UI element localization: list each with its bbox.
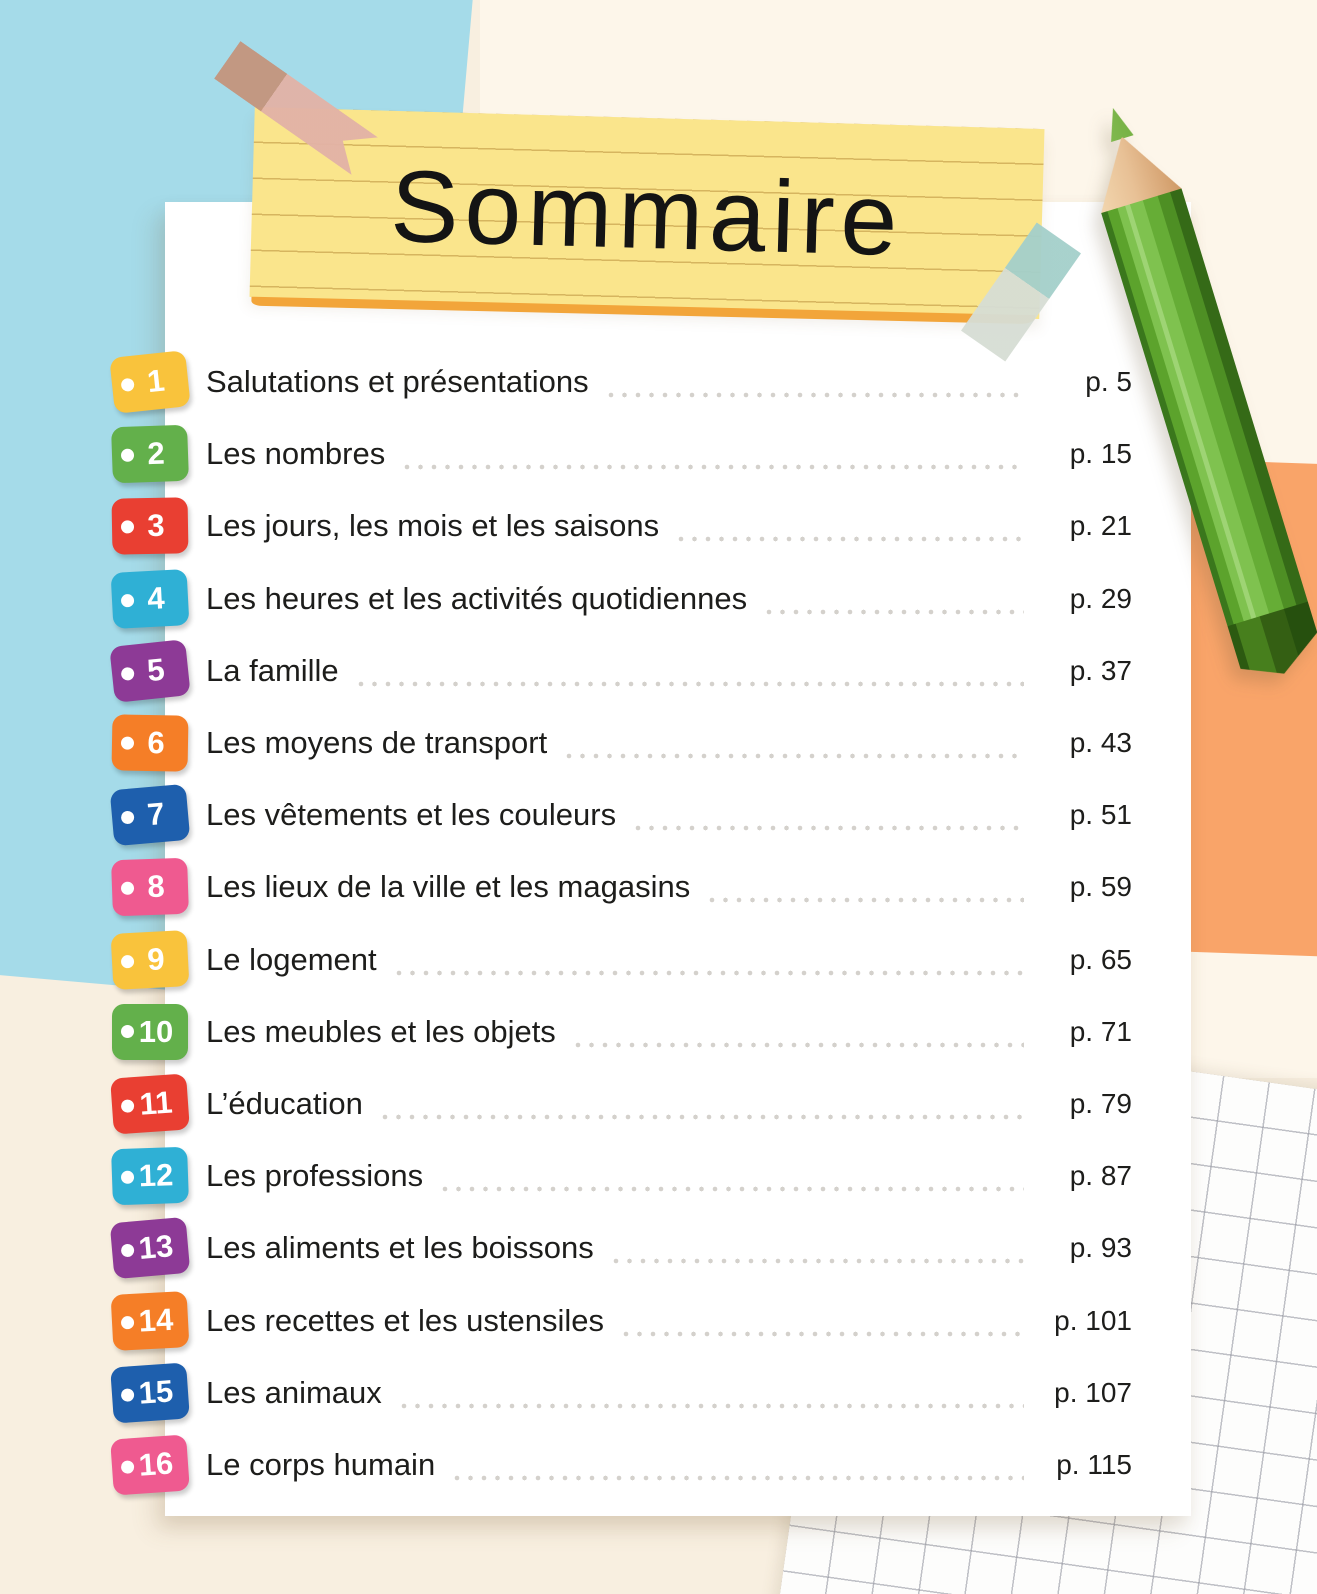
toc-entry[interactable]: 16 Le corps humain p. 115 (110, 1429, 1132, 1501)
toc-entry[interactable]: 11 L’éducation p. 79 (110, 1068, 1132, 1140)
badge-dot-icon (121, 1025, 134, 1039)
chapter-number-badge: 7 (109, 784, 191, 847)
chapter-title: Les meubles et les objets (206, 1013, 556, 1049)
chapter-title: L’éducation (206, 1085, 363, 1121)
title-paper: Sommaire (249, 107, 1045, 319)
page-title: Sommaire (389, 148, 905, 277)
chapter-number-badge: 5 (109, 639, 191, 703)
page-number: p. 5 (1085, 366, 1132, 398)
dotted-leader (632, 823, 1024, 834)
toc-entry[interactable]: 14 Les recettes et les ustensiles p. 101 (110, 1284, 1132, 1356)
toc-entry[interactable]: 2 Les nombres p. 15 (111, 418, 1132, 490)
chapter-number-badge: 4 (110, 568, 190, 629)
chapter-title: Les animaux (206, 1374, 382, 1410)
dotted-leader (397, 1400, 1024, 1411)
chapter-title: Les vêtements et les couleurs (206, 797, 617, 833)
toc-list: 1 Salutations et présentations p. 5 2 Le… (109, 346, 1132, 1501)
chapter-number-badge: 10 (112, 1003, 188, 1060)
chapter-number-badge: 8 (111, 858, 189, 917)
dotted-leader (563, 751, 1024, 762)
page-number: p. 15 (1069, 438, 1132, 470)
page-number: p. 79 (1069, 1087, 1132, 1119)
toc-entry[interactable]: 10 Les meubles et les objets p. 71 (112, 996, 1132, 1068)
badge-dot-icon (120, 520, 135, 534)
chapter-title: La famille (206, 652, 339, 688)
dotted-leader (675, 534, 1024, 545)
toc-entry[interactable]: 9 Le logement p. 65 (110, 924, 1132, 996)
chapter-number-badge: 6 (111, 714, 189, 772)
chapter-title: Les jours, les mois et les saisons (206, 508, 660, 544)
dotted-leader (609, 1256, 1024, 1267)
badge-dot-icon (120, 736, 135, 750)
chapter-title: Les lieux de la ville et les magasins (206, 869, 691, 905)
toc-entry[interactable]: 7 Les vêtements et les couleurs p. 51 (109, 779, 1132, 851)
toc-entry[interactable]: 5 La famille p. 37 (109, 635, 1132, 707)
badge-dot-icon (120, 1170, 135, 1184)
chapter-number-badge: 1 (109, 350, 191, 414)
dotted-leader (763, 606, 1024, 617)
toc-entry[interactable]: 3 Les jours, les mois et les saisons p. … (111, 490, 1132, 562)
chapter-number-badge: 13 (109, 1217, 191, 1280)
dotted-leader (620, 1328, 1024, 1339)
chapter-number-badge: 3 (111, 497, 189, 556)
toc-entry[interactable]: 1 Salutations et présentations p. 5 (109, 346, 1132, 418)
page-number: p. 101 (1054, 1304, 1132, 1336)
dotted-leader (392, 967, 1024, 978)
dotted-leader (401, 462, 1024, 473)
chapter-number-badge: 12 (111, 1146, 189, 1206)
toc-entry[interactable]: 12 Les professions p. 87 (111, 1140, 1132, 1212)
chapter-title: Les professions (206, 1158, 424, 1194)
dotted-leader (354, 678, 1024, 689)
toc-entry[interactable]: 15 Les animaux p. 107 (110, 1357, 1132, 1429)
chapter-number: 10 (138, 1013, 174, 1049)
page-number: p. 65 (1069, 943, 1132, 975)
badge-dot-icon (120, 448, 135, 462)
chapter-title: Le corps humain (206, 1446, 436, 1482)
chapter-title: Le logement (206, 941, 377, 977)
page-number: p. 43 (1069, 727, 1132, 759)
page-number: p. 87 (1069, 1160, 1132, 1192)
page-number: p. 115 (1056, 1448, 1132, 1480)
dotted-leader (571, 1039, 1024, 1050)
dotted-leader (378, 1111, 1024, 1122)
page-number: p. 37 (1069, 654, 1132, 686)
chapter-number-badge: 14 (110, 1290, 190, 1351)
chapter-title: Salutations et présentations (206, 364, 589, 400)
page-number: p. 107 (1054, 1376, 1132, 1408)
dotted-leader (604, 390, 1024, 401)
toc-entry[interactable]: 6 Les moyens de transport p. 43 (111, 707, 1132, 779)
chapter-number-badge: 2 (111, 424, 189, 484)
toc-entry[interactable]: 8 Les lieux de la ville et les magasins … (111, 851, 1132, 923)
content-panel (165, 202, 1191, 1516)
dotted-leader (706, 895, 1024, 906)
page-number: p. 71 (1069, 1015, 1132, 1047)
page-number: p. 29 (1069, 582, 1132, 614)
chapter-number-badge: 9 (110, 929, 190, 990)
page-number: p. 93 (1069, 1232, 1132, 1264)
chapter-title: Les nombres (206, 436, 386, 472)
chapter-title: Les heures et les activités quotidiennes (206, 580, 748, 616)
dotted-leader (439, 1184, 1024, 1195)
chapter-number-badge: 11 (110, 1073, 190, 1135)
toc-entry[interactable]: 13 Les aliments et les boissons p. 93 (109, 1212, 1132, 1284)
chapter-number-badge: 15 (110, 1362, 190, 1424)
page-number: p. 21 (1069, 510, 1132, 542)
toc-entry[interactable]: 4 Les heures et les activités quotidienn… (110, 563, 1132, 635)
page-number: p. 59 (1069, 871, 1132, 903)
chapter-title: Les aliments et les boissons (206, 1230, 594, 1266)
chapter-title: Les recettes et les ustensiles (206, 1302, 605, 1338)
dotted-leader (451, 1472, 1024, 1483)
badge-dot-icon (120, 1098, 135, 1113)
chapter-title: Les moyens de transport (206, 725, 548, 761)
page-number: p. 51 (1069, 799, 1132, 831)
chapter-number-badge: 16 (110, 1434, 190, 1496)
